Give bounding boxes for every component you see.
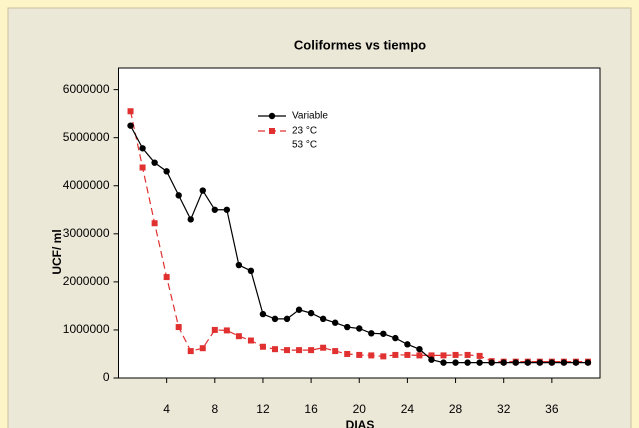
marker	[331, 319, 339, 326]
y-tick-label: 2000000	[63, 274, 110, 288]
marker	[356, 325, 363, 332]
x-axis-label: DIAS	[346, 418, 375, 428]
marker	[380, 353, 387, 360]
marker	[127, 122, 134, 129]
marker	[512, 359, 519, 366]
x-tick-label: 20	[353, 402, 367, 416]
marker	[428, 352, 435, 359]
marker	[175, 324, 182, 331]
legend-label: 53 °C	[292, 140, 317, 151]
marker	[368, 352, 375, 359]
marker	[307, 309, 315, 317]
marker	[199, 187, 206, 194]
marker	[488, 359, 495, 366]
marker	[319, 315, 327, 323]
marker	[223, 206, 231, 213]
marker	[548, 359, 556, 366]
x-tick-label: 28	[449, 402, 463, 416]
y-tick-label: 6000000	[63, 82, 110, 96]
marker	[464, 359, 471, 366]
y-tick-label: 1000000	[63, 322, 110, 336]
marker	[452, 351, 459, 358]
y-tick-label: 4000000	[63, 178, 110, 192]
marker	[139, 145, 146, 152]
marker	[500, 359, 507, 366]
chart-title: Coliformes vs tiempo	[294, 37, 426, 52]
marker	[404, 351, 411, 358]
marker	[560, 359, 568, 366]
marker	[247, 337, 254, 344]
marker	[308, 347, 315, 354]
marker	[404, 341, 411, 348]
marker	[187, 216, 194, 223]
marker	[332, 348, 339, 355]
marker	[199, 345, 206, 352]
marker	[151, 220, 158, 227]
marker	[271, 346, 278, 353]
x-tick-label: 12	[256, 402, 270, 416]
marker	[440, 359, 447, 366]
marker	[284, 347, 291, 354]
marker	[296, 347, 303, 354]
marker	[259, 343, 266, 350]
y-tick-label: 5000000	[63, 130, 110, 144]
marker	[584, 359, 592, 366]
x-tick-label: 24	[401, 402, 415, 416]
y-axis-label: UCF/ ml	[50, 229, 64, 274]
x-tick-label: 32	[497, 402, 511, 416]
marker	[428, 356, 435, 363]
marker	[380, 330, 387, 337]
x-tick-label: 4	[163, 402, 170, 416]
marker	[524, 359, 531, 366]
marker	[464, 351, 471, 358]
marker	[151, 159, 158, 166]
marker	[440, 352, 447, 359]
marker	[175, 192, 182, 199]
y-tick-label: 3000000	[63, 226, 110, 240]
marker	[187, 348, 194, 355]
marker	[416, 345, 423, 353]
marker	[572, 359, 580, 366]
marker	[344, 323, 351, 331]
marker	[127, 108, 134, 115]
legend-title: Variable	[292, 111, 328, 122]
marker	[344, 350, 351, 357]
y-tick-label: 0	[103, 370, 110, 384]
marker	[139, 164, 146, 171]
marker	[247, 267, 255, 275]
marker	[269, 128, 275, 134]
marker	[235, 261, 243, 269]
x-tick-label: 36	[545, 402, 559, 416]
marker	[271, 315, 279, 323]
marker	[392, 351, 399, 358]
marker	[356, 351, 363, 358]
marker	[392, 334, 399, 342]
marker	[368, 330, 375, 337]
marker	[163, 168, 170, 175]
marker	[452, 359, 459, 366]
marker	[163, 274, 170, 281]
marker	[416, 352, 423, 359]
marker	[295, 306, 303, 313]
marker	[536, 359, 544, 366]
x-tick-label: 16	[304, 402, 318, 416]
marker	[235, 333, 242, 340]
x-tick-label: 8	[211, 402, 218, 416]
marker	[476, 359, 483, 366]
marker	[211, 206, 218, 213]
marker	[476, 352, 483, 359]
marker	[283, 315, 291, 323]
marker	[223, 327, 230, 334]
legend-label: 23 °C	[292, 126, 317, 137]
marker	[259, 310, 267, 318]
marker	[320, 344, 327, 351]
marker	[211, 326, 218, 333]
marker	[268, 112, 276, 120]
